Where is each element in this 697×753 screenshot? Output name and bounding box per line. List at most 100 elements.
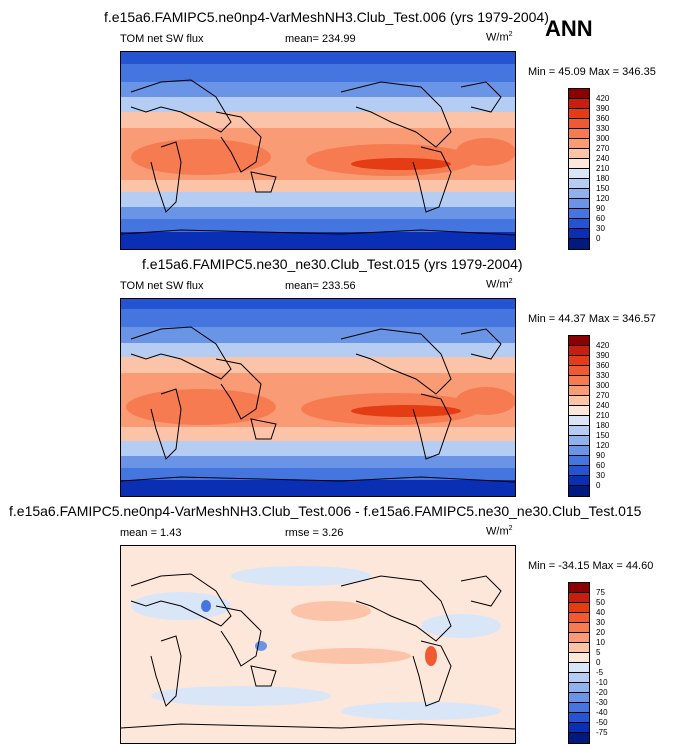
colorbar-swatch bbox=[569, 436, 589, 446]
colorbar-tick-label: -20 bbox=[596, 688, 608, 697]
colorbar-swatch bbox=[569, 456, 589, 466]
panel-1-mean-label: mean= 234.99 bbox=[285, 33, 356, 45]
panel-1-map-field bbox=[121, 52, 515, 249]
colorbar-tick-label: -30 bbox=[596, 698, 608, 707]
colorbar-tick-label: 150 bbox=[596, 431, 610, 440]
colorbar-swatch bbox=[569, 356, 589, 366]
panel-3-map bbox=[120, 545, 516, 744]
colorbar-swatch bbox=[569, 139, 589, 149]
panel-1-title: f.e15a6.FAMIPC5.ne0np4-VarMeshNH3.Club_T… bbox=[104, 9, 549, 25]
colorbar-tick-label: -5 bbox=[596, 668, 604, 677]
colorbar-tick-label: 210 bbox=[596, 164, 610, 173]
colorbar-swatch bbox=[569, 426, 589, 436]
colorbar-tick-label: 30 bbox=[596, 224, 605, 233]
panel-1-colorbar bbox=[568, 88, 590, 250]
colorbar-swatch bbox=[569, 633, 589, 643]
colorbar-swatch bbox=[569, 623, 589, 633]
colorbar-swatch bbox=[569, 723, 589, 733]
colorbar-tick-label: 420 bbox=[596, 341, 610, 350]
panel-2-min-max: Min = 44.37 Max = 346.57 bbox=[528, 313, 656, 325]
colorbar-swatch bbox=[569, 673, 589, 683]
colorbar-swatch bbox=[569, 169, 589, 179]
colorbar-tick-label: 75 bbox=[596, 588, 605, 597]
colorbar-tick-label: 180 bbox=[596, 174, 610, 183]
colorbar-swatch bbox=[569, 129, 589, 139]
colorbar-tick-label: 120 bbox=[596, 441, 610, 450]
colorbar-swatch bbox=[569, 149, 589, 159]
colorbar-swatch bbox=[569, 406, 589, 416]
colorbar-tick-label: 60 bbox=[596, 214, 605, 223]
panel-1-units: W/m2 bbox=[486, 31, 513, 44]
colorbar-swatch bbox=[569, 653, 589, 663]
panel-3-units: W/m2 bbox=[486, 525, 513, 538]
colorbar-tick-label: 420 bbox=[596, 94, 610, 103]
colorbar-swatch bbox=[569, 733, 589, 743]
colorbar-tick-label: -50 bbox=[596, 718, 608, 727]
colorbar-tick-label: 40 bbox=[596, 608, 605, 617]
colorbar-tick-label: 60 bbox=[596, 461, 605, 470]
colorbar-swatch bbox=[569, 643, 589, 653]
colorbar-tick-label: 270 bbox=[596, 391, 610, 400]
colorbar-swatch bbox=[569, 159, 589, 169]
colorbar-tick-label: 390 bbox=[596, 104, 610, 113]
colorbar-tick-label: 5 bbox=[596, 648, 601, 657]
colorbar-swatch bbox=[569, 466, 589, 476]
colorbar-swatch bbox=[569, 89, 589, 99]
colorbar-swatch bbox=[569, 446, 589, 456]
colorbar-tick-label: 390 bbox=[596, 351, 610, 360]
colorbar-tick-label: 50 bbox=[596, 598, 605, 607]
panel-2-units: W/m2 bbox=[486, 278, 513, 291]
colorbar-swatch bbox=[569, 663, 589, 673]
colorbar-tick-label: 90 bbox=[596, 204, 605, 213]
colorbar-swatch bbox=[569, 386, 589, 396]
colorbar-swatch bbox=[569, 396, 589, 406]
panel-1-min-max: Min = 45.09 Max = 346.35 bbox=[528, 66, 656, 78]
panel-3-mean-label: mean = 1.43 bbox=[120, 527, 182, 539]
colorbar-swatch bbox=[569, 603, 589, 613]
colorbar-tick-label: 240 bbox=[596, 154, 610, 163]
colorbar-tick-label: 10 bbox=[596, 638, 605, 647]
colorbar-swatch bbox=[569, 713, 589, 723]
colorbar-swatch bbox=[569, 693, 589, 703]
colorbar-swatch bbox=[569, 229, 589, 239]
panel-3-min-max: Min = -34.15 Max = 44.60 bbox=[528, 560, 654, 572]
season-label: ANN bbox=[545, 16, 593, 41]
colorbar-tick-label: 30 bbox=[596, 618, 605, 627]
panel-2-title: f.e15a6.FAMIPC5.ne30_ne30.Club_Test.015 … bbox=[142, 256, 523, 272]
colorbar-swatch bbox=[569, 703, 589, 713]
colorbar-tick-label: 330 bbox=[596, 124, 610, 133]
panel-2-mean-label: mean= 233.56 bbox=[285, 280, 356, 292]
colorbar-swatch bbox=[569, 336, 589, 346]
panel-1-map bbox=[120, 51, 516, 250]
colorbar-swatch bbox=[569, 416, 589, 426]
colorbar-tick-label: 360 bbox=[596, 361, 610, 370]
panel-1-variable-label: TOM net SW flux bbox=[120, 33, 204, 45]
colorbar-swatch bbox=[569, 376, 589, 386]
panel-3-title: f.e15a6.FAMIPC5.ne0np4-VarMeshNH3.Club_T… bbox=[9, 503, 642, 519]
colorbar-swatch bbox=[569, 476, 589, 486]
colorbar-tick-label: 120 bbox=[596, 194, 610, 203]
colorbar-tick-label: 240 bbox=[596, 401, 610, 410]
colorbar-swatch bbox=[569, 219, 589, 229]
colorbar-tick-label: 180 bbox=[596, 421, 610, 430]
colorbar-tick-label: 300 bbox=[596, 134, 610, 143]
colorbar-swatch bbox=[569, 346, 589, 356]
colorbar-tick-label: 0 bbox=[596, 234, 601, 243]
colorbar-swatch bbox=[569, 179, 589, 189]
colorbar-tick-label: -40 bbox=[596, 708, 608, 717]
colorbar-swatch bbox=[569, 613, 589, 623]
colorbar-tick-label: 210 bbox=[596, 411, 610, 420]
colorbar-tick-label: -75 bbox=[596, 728, 608, 737]
colorbar-tick-label: 300 bbox=[596, 381, 610, 390]
colorbar-tick-label: 360 bbox=[596, 114, 610, 123]
colorbar-tick-label: -10 bbox=[596, 678, 608, 687]
panel-2-map bbox=[120, 298, 516, 497]
colorbar-swatch bbox=[569, 593, 589, 603]
colorbar-tick-label: 20 bbox=[596, 628, 605, 637]
panel-3-rmse-label: rmse = 3.26 bbox=[285, 527, 344, 539]
panel-3-colorbar bbox=[568, 582, 590, 744]
colorbar-tick-label: 150 bbox=[596, 184, 610, 193]
colorbar-swatch bbox=[569, 199, 589, 209]
colorbar-swatch bbox=[569, 683, 589, 693]
panel-2-map-field bbox=[121, 299, 515, 496]
